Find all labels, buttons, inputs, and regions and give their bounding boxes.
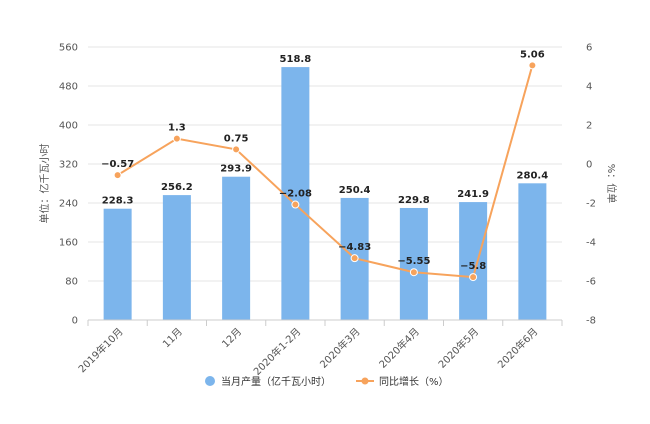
y-right-tick-label: 4 [586,82,592,93]
line-value-label: −5.55 [397,256,430,267]
line-point [409,268,418,277]
x-tick-label: 2019年10月 [75,325,125,375]
y-right-tick-label: 6 [586,43,592,54]
legend-bar-swatch [205,376,215,386]
line-value-label: −5.8 [460,261,486,272]
y-right-tick-label: 2 [586,121,592,132]
y-left-tick-label: 160 [59,238,78,249]
line-value-label: 1.3 [168,123,186,134]
bar-value-label: 293.9 [220,164,252,175]
y-right-axis-title: %：位单 [605,164,618,204]
bar [459,202,488,320]
bar [281,67,310,321]
legend: 当月产量（亿千瓦小时） 同比增长（%） [205,375,449,388]
y-left-tick-label: 240 [59,199,78,210]
bar [399,207,428,320]
bar-value-label: 280.4 [517,170,549,181]
x-tick-label: 11月 [160,326,185,351]
y-right-tick-label: -2 [586,199,596,210]
bar [518,183,547,320]
x-tick-label: 2020年3月 [317,325,363,371]
line-point [291,200,300,209]
bar-value-label: 241.9 [457,189,489,200]
y-left-tick-label: 400 [59,121,78,132]
bar-value-label: 256.2 [161,182,193,193]
line-point [232,145,241,154]
bar-value-label: 229.8 [398,195,430,206]
y-left-tick-label: 480 [59,82,78,93]
legend-bar-label: 当月产量（亿千瓦小时） [221,375,331,388]
x-tick-label: 2020年1-2月 [251,325,304,378]
x-tick-label: 2020年4月 [376,325,422,371]
y-right-tick-label: -6 [586,277,596,288]
bar-value-label: 250.4 [339,185,371,196]
gridlines [88,46,562,321]
x-tick-label: 12月 [220,326,245,351]
line-value-label: −4.83 [338,242,371,253]
y-left-tick-label: 0 [72,316,78,327]
y-right-tick-label: 0 [586,160,592,171]
line-value-label: −0.57 [101,159,134,170]
legend-line-marker [361,377,369,385]
y-right-tick-label: -4 [586,238,596,249]
line-value-label: −2.08 [279,189,312,200]
line-point [528,61,537,70]
x-tick-label: 2020年5月 [435,325,481,371]
bar [162,195,191,320]
line-value-label: 5.06 [520,49,545,60]
y-left-tick-label: 80 [65,277,78,288]
line-point [469,273,478,282]
x-tick-label: 2020年6月 [495,325,541,371]
data-labels: 228.3 256.2 293.9 518.8 250.4 229.8 241.9 280.4… [101,49,548,272]
y-left-tick-label: 320 [59,160,78,171]
legend-line-label: 同比增长（%） [379,375,449,388]
line-value-label: 0.75 [224,133,249,144]
y-left-axis-title: 单位：亿千瓦小时 [38,144,51,224]
y-right-tick-label: -8 [586,316,596,327]
line-point [350,254,359,263]
line-point [172,134,181,143]
bar [222,176,251,320]
y-left-tick-label: 560 [59,43,78,54]
bar-value-label: 518.8 [280,54,312,65]
bar-series [103,67,547,321]
line-point [113,171,122,180]
growth-line [117,65,534,279]
line-series [113,61,537,282]
bar [103,208,132,320]
bar-value-label: 228.3 [102,196,134,207]
